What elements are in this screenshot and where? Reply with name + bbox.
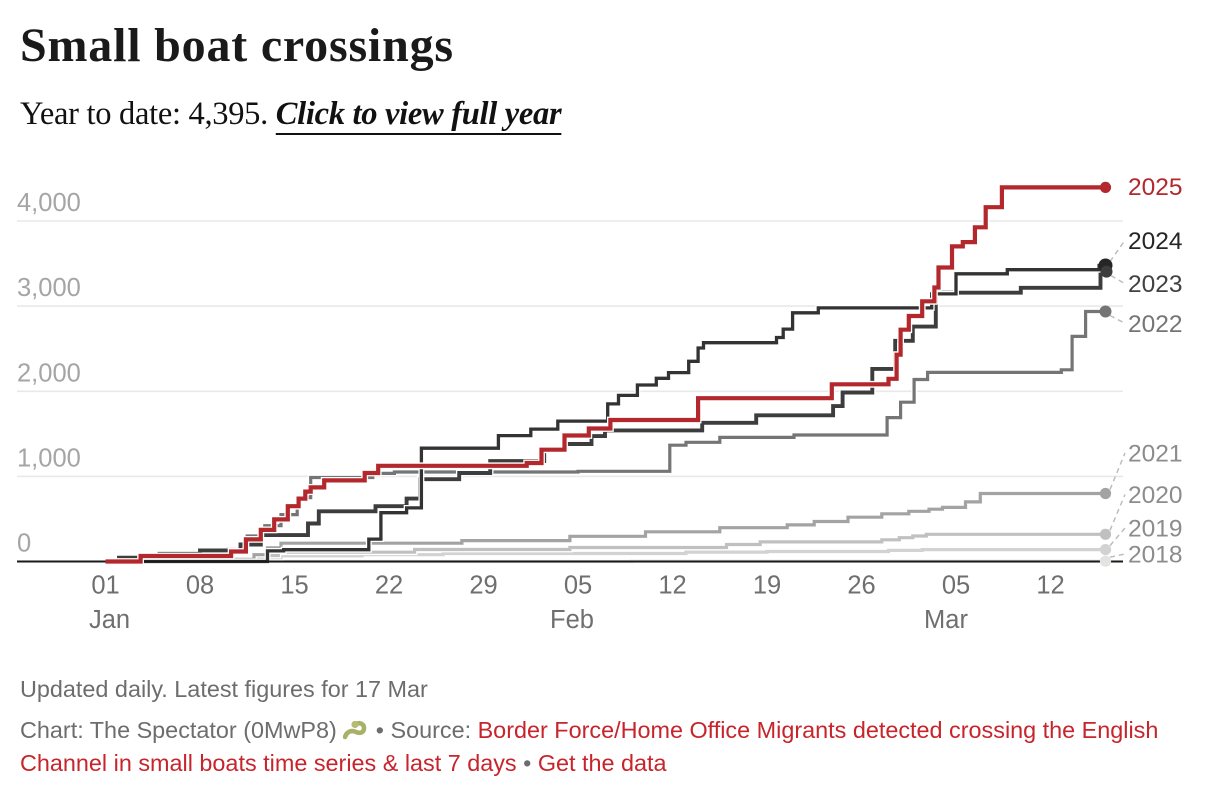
svg-text:2,000: 2,000 xyxy=(17,359,81,387)
svg-text:2018: 2018 xyxy=(1128,542,1183,569)
svg-text:2025: 2025 xyxy=(1128,174,1183,201)
svg-text:01: 01 xyxy=(91,572,119,600)
svg-text:1,000: 1,000 xyxy=(17,444,81,472)
svg-text:Feb: Feb xyxy=(550,606,594,634)
svg-text:Jan: Jan xyxy=(89,606,130,634)
svg-text:2022: 2022 xyxy=(1128,311,1183,338)
svg-text:08: 08 xyxy=(186,572,214,600)
svg-text:2024: 2024 xyxy=(1128,228,1183,255)
svg-text:29: 29 xyxy=(469,572,497,600)
svg-text:2020: 2020 xyxy=(1128,482,1183,509)
svg-text:2019: 2019 xyxy=(1128,516,1183,543)
svg-text:2023: 2023 xyxy=(1128,271,1183,298)
svg-text:4,000: 4,000 xyxy=(17,189,81,217)
svg-text:0: 0 xyxy=(17,530,31,558)
svg-text:26: 26 xyxy=(847,572,875,600)
svg-text:2021: 2021 xyxy=(1128,441,1183,468)
svg-text:Mar: Mar xyxy=(924,606,968,634)
svg-text:12: 12 xyxy=(658,572,686,600)
svg-text:12: 12 xyxy=(1036,572,1064,600)
svg-text:19: 19 xyxy=(753,572,781,600)
svg-text:05: 05 xyxy=(564,572,592,600)
svg-text:05: 05 xyxy=(942,572,970,600)
svg-text:3,000: 3,000 xyxy=(17,274,81,302)
svg-text:15: 15 xyxy=(280,572,308,600)
svg-text:22: 22 xyxy=(375,572,403,600)
